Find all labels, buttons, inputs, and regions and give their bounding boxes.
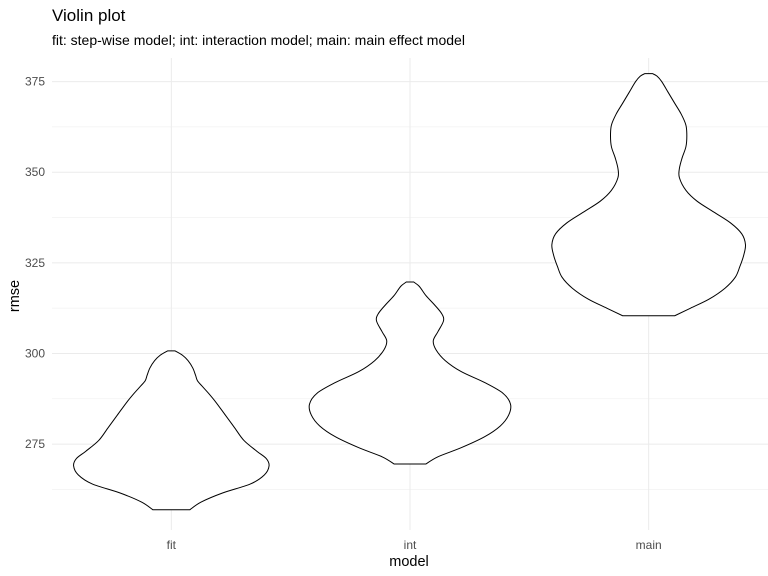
- x-tick-label: fit: [167, 538, 177, 552]
- violin-main: [551, 73, 747, 317]
- violins: [73, 73, 747, 511]
- y-axis-title: rmse: [7, 280, 23, 312]
- violin-fit: [73, 350, 270, 511]
- x-tick-label: int: [404, 538, 417, 552]
- y-tick-label: 350: [25, 165, 45, 179]
- chart-subtitle: fit: step-wise model; int: interaction m…: [52, 32, 465, 48]
- y-axis-tick-labels: 275 300 325 350 375: [25, 75, 45, 452]
- chart-title: Violin plot: [52, 6, 126, 25]
- violin-int: [308, 281, 512, 465]
- y-tick-label: 300: [25, 346, 45, 360]
- x-axis-tick-labels: fit int main: [167, 538, 662, 552]
- y-tick-label: 275: [25, 437, 45, 451]
- y-tick-label: 325: [25, 256, 45, 270]
- x-tick-label: main: [636, 538, 662, 552]
- y-tick-label: 375: [25, 75, 45, 89]
- x-axis-title: model: [389, 554, 429, 570]
